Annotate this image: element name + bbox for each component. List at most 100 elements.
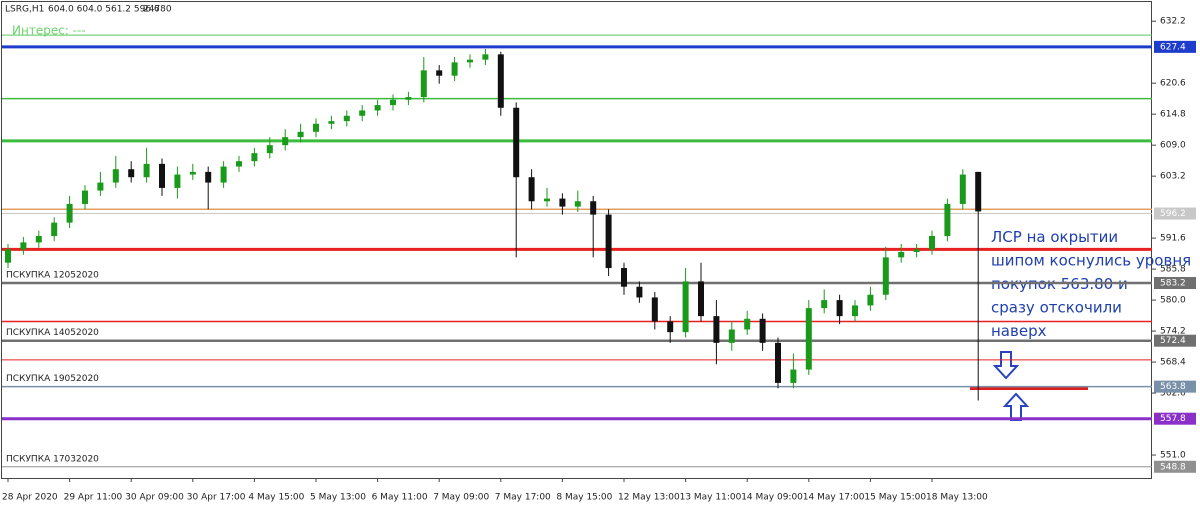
candle-body [282, 137, 289, 146]
y-tick-label: 562.6 [1160, 389, 1186, 399]
candle-body [852, 305, 858, 317]
ohlc: 604.0 604.0 561.2 596.6 [48, 5, 160, 15]
candle-body [266, 145, 273, 154]
y-tick-label: 551.0 [1160, 451, 1186, 461]
candle-body [590, 201, 597, 215]
x-tick-label: 8 May 15:00 [556, 493, 612, 503]
candle-body [313, 123, 319, 132]
candle-body [359, 110, 366, 116]
candle-body [467, 59, 473, 63]
candle-body [698, 281, 704, 317]
candle-body [759, 318, 766, 343]
candle-body [374, 105, 381, 111]
x-tick-label: 7 May 17:00 [495, 493, 551, 503]
candle-body [682, 281, 689, 333]
candle-body [436, 70, 443, 76]
axis-price-box [1154, 460, 1196, 473]
candle-body [651, 297, 658, 322]
axis-price-box [1154, 412, 1196, 425]
candle-body [236, 161, 242, 167]
x-tick-label: 4 May 15:00 [248, 493, 304, 503]
level-label: ПСКУПКА 12052020 [6, 271, 99, 281]
candle-body [343, 115, 350, 122]
candle-body [405, 97, 412, 100]
annotation-line: ЛСР на окрытии [991, 228, 1118, 246]
candle-body [744, 318, 751, 330]
axis-price-box [1154, 207, 1196, 220]
x-tick-label: 14 May 17:00 [803, 493, 865, 503]
candle-body [898, 252, 905, 258]
axis-price-box [1154, 40, 1196, 53]
annotation-line: шипом коснулись уровня [991, 252, 1191, 270]
level-label: ПСКУПКА 14052020 [6, 328, 99, 338]
candle-body [836, 300, 843, 317]
x-tick-label: 6 May 11:00 [372, 493, 428, 503]
volume: 24780 [143, 5, 172, 15]
candle-body [929, 235, 935, 250]
candle-body [390, 99, 396, 106]
y-tick-label: 620.6 [1160, 79, 1186, 89]
candle-body [944, 203, 951, 236]
x-tick-label: 13 May 11:00 [680, 493, 742, 503]
candle-body [528, 177, 535, 202]
candle-body [728, 329, 735, 343]
candle-body [667, 321, 674, 333]
down-arrow [992, 351, 1020, 380]
x-tick-label: 29 Apr 11:00 [64, 493, 123, 503]
x-tick-label: 14 May 09:00 [741, 493, 803, 503]
candle-body [544, 198, 550, 202]
plot-frame [1, 1, 1152, 479]
annotation-line: сразу отскочили [991, 299, 1122, 317]
candle-body [775, 342, 781, 383]
candle-body [189, 171, 196, 175]
candle-body [497, 54, 504, 108]
x-tick-label: 30 Apr 09:00 [125, 493, 184, 503]
candle-body [205, 171, 212, 183]
candle-body [159, 163, 165, 188]
x-tick-label: 15 May 15:00 [864, 493, 926, 503]
candle-body [621, 268, 627, 287]
candle-body [913, 249, 920, 253]
candle-body [559, 198, 566, 207]
candle-body [513, 107, 520, 178]
candle-body [51, 222, 58, 236]
y-tick-label: 614.8 [1160, 110, 1186, 120]
candle-body [420, 70, 427, 98]
axis-price-box [1154, 334, 1196, 347]
candle-body [97, 182, 104, 191]
candle-body [636, 286, 643, 298]
candle-body [882, 257, 889, 295]
candle-body [975, 171, 982, 212]
candle-body [20, 242, 27, 250]
candle-body [5, 249, 11, 263]
symbol: LSRG,H1 [5, 5, 44, 15]
y-tick-label: 568.4 [1160, 358, 1186, 368]
axis-price-label: 548.8 [1160, 462, 1186, 472]
candle-body [82, 190, 88, 204]
y-tick-label: 591.6 [1160, 234, 1186, 244]
level-label: ПСКУПКА 17032020 [6, 454, 99, 464]
candle-body [112, 169, 119, 183]
axis-price-box [1154, 380, 1196, 393]
x-tick-label: 12 May 13:00 [618, 493, 680, 503]
candle-body [605, 214, 612, 269]
axis-price-label: 583.2 [1160, 279, 1186, 289]
candle-body [220, 166, 227, 183]
candle-body [574, 201, 581, 207]
axis-price-label: 627.4 [1160, 42, 1186, 52]
interest: Интерес: --- [12, 24, 86, 38]
candle-body [35, 235, 42, 243]
candle-body [790, 369, 797, 383]
candle-body [297, 131, 304, 138]
candle-body [805, 308, 812, 370]
candle-body [821, 300, 828, 309]
candle-body [251, 153, 258, 162]
axis-price-label: 557.8 [1160, 414, 1186, 424]
x-tick-label: 7 May 09:00 [433, 493, 489, 503]
candle-body [713, 316, 720, 343]
candle-body [143, 163, 150, 178]
candle-body [66, 203, 73, 223]
x-tick-label: 28 Apr 2020 [2, 493, 58, 503]
axis-price-label: 596.2 [1160, 209, 1186, 219]
